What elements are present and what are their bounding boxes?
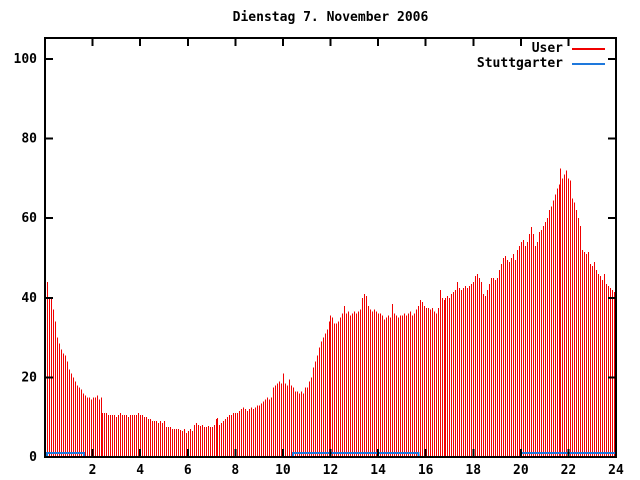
y-tick-label: 20: [21, 370, 37, 385]
legend: User Stuttgarter: [477, 41, 605, 71]
legend-row-stuttgarter: Stuttgarter: [477, 56, 605, 71]
y-tick-label: 40: [21, 291, 37, 306]
x-tick-label: 24: [608, 463, 624, 478]
legend-user-label: User: [531, 41, 563, 56]
x-tick-label: 6: [184, 463, 192, 478]
x-tick-label: 10: [275, 463, 291, 478]
x-tick-label: 16: [418, 463, 434, 478]
legend-row-user: User: [477, 41, 605, 56]
x-tick-label: 20: [513, 463, 529, 478]
legend-user-line-sample: [572, 47, 605, 50]
y-tick-label: 80: [21, 132, 37, 147]
x-tick-label: 22: [561, 463, 577, 478]
plot-border: [44, 37, 617, 458]
axis-ticks: [46, 39, 617, 458]
x-tick-label: 18: [465, 463, 481, 478]
x-tick-label: 14: [370, 463, 386, 478]
x-tick-label: 8: [231, 463, 239, 478]
y-tick-label: 0: [29, 450, 37, 465]
x-tick-label: 12: [323, 463, 339, 478]
x-tick-label: 4: [136, 463, 144, 478]
y-tick-label: 100: [14, 52, 38, 67]
chart-title: Dienstag 7. November 2006: [232, 10, 429, 25]
user-bars: [47, 168, 617, 456]
x-tick-label: 2: [89, 463, 97, 478]
legend-stuttgarter-label: Stuttgarter: [476, 56, 563, 71]
legend-stuttgarter-line-sample: [572, 62, 605, 65]
y-tick-label: 60: [21, 211, 37, 226]
